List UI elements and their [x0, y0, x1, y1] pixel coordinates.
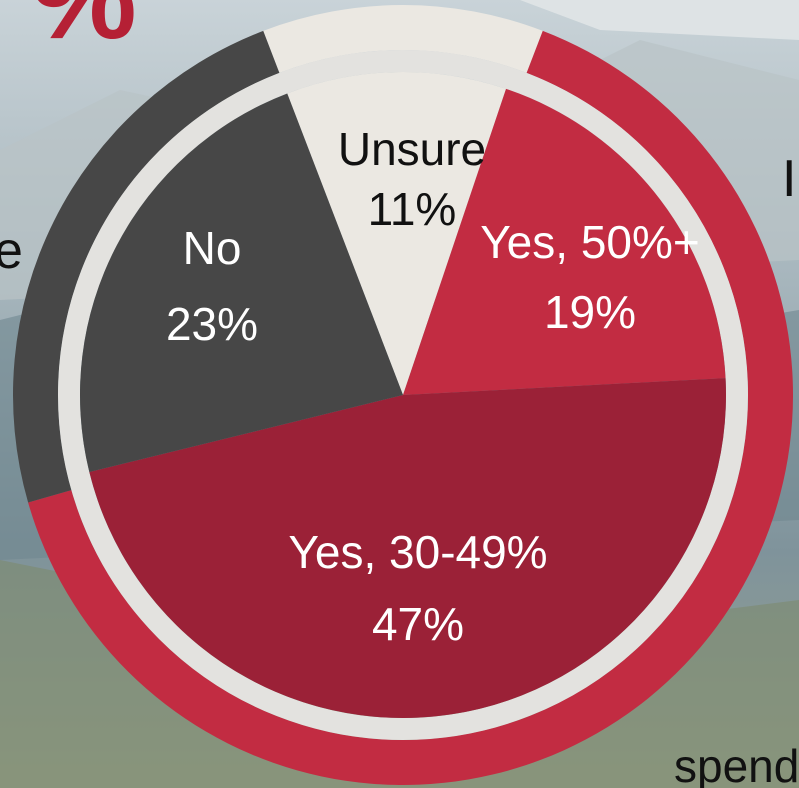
pie-slice — [89, 378, 727, 718]
slice-label: Yes, 30-49% — [288, 526, 547, 578]
pie-slice — [287, 72, 507, 396]
ring-segment-gray — [12, 30, 280, 503]
bg-fragment-top-left: % — [30, 0, 137, 64]
pie-slices — [80, 72, 727, 718]
slice-label: Unsure — [338, 123, 486, 175]
slice-percent-label: 19% — [544, 286, 636, 338]
bg-fragment-right: I — [782, 150, 796, 208]
bg-fragment-left: e — [0, 222, 23, 280]
slice-label: Yes, 50%+ — [480, 216, 700, 268]
pie-labels: Unsure 11% Yes, 50%+ 19% Yes, 30-49% 47% No 23% — [166, 123, 700, 650]
slice-percent-label: 11% — [368, 183, 457, 235]
ring-gap — [58, 50, 748, 740]
bg-fragment-bottom-right: spend — [674, 740, 799, 788]
slice-percent-label: 23% — [166, 298, 258, 350]
ring-segment-light — [263, 5, 543, 73]
slice-label: No — [183, 222, 242, 274]
pie-slice — [403, 88, 726, 396]
pie-slice — [80, 93, 404, 473]
slice-percent-label: 47% — [372, 598, 464, 650]
outer-ring — [12, 5, 794, 786]
